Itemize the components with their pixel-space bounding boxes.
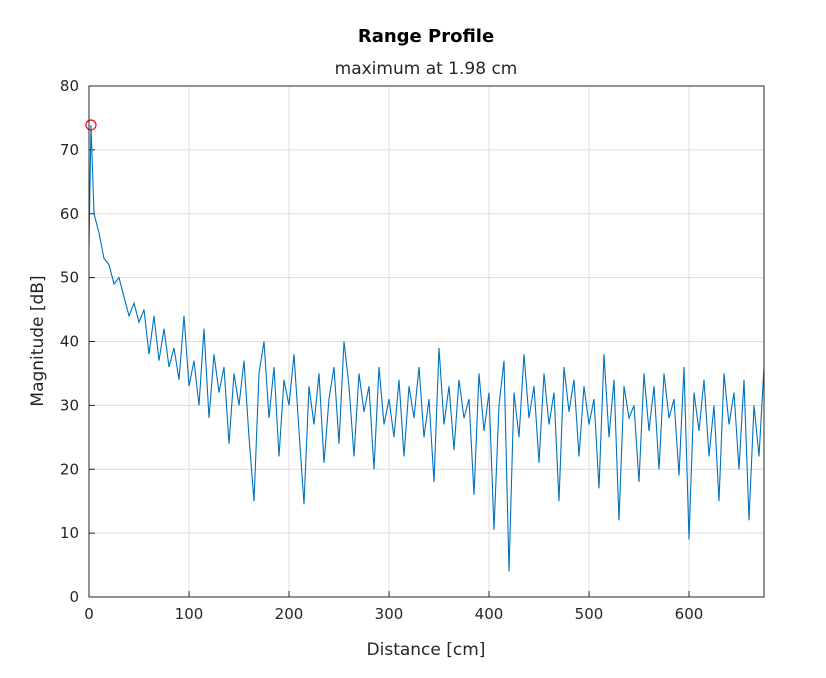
y-tick-label: 70 — [60, 141, 79, 159]
x-tick-label: 200 — [275, 605, 304, 623]
y-tick-label: 50 — [60, 269, 79, 287]
y-tick-label: 40 — [60, 333, 79, 351]
y-tick-label: 80 — [60, 77, 79, 95]
x-tick-label: 0 — [84, 605, 94, 623]
y-tick-labels: 0 10 20 30 40 50 60 70 80 — [60, 77, 79, 606]
chart-subtitle: maximum at 1.98 cm — [335, 59, 518, 79]
x-tick-label: 500 — [575, 605, 604, 623]
series-line — [88, 124, 765, 572]
chart-title: Range Profile — [358, 26, 494, 47]
y-tick-label: 10 — [60, 524, 79, 542]
y-tick-label: 0 — [69, 588, 79, 606]
y-tick-label: 20 — [60, 460, 79, 478]
x-tick-label: 300 — [375, 605, 404, 623]
maximum-marker — [85, 119, 97, 131]
x-tick-label: 600 — [675, 605, 704, 623]
x-tick-label: 100 — [175, 605, 204, 623]
grid — [88, 85, 764, 598]
x-axis-label: Distance [cm] — [367, 640, 486, 660]
y-axis-label: Magnitude [dB] — [28, 275, 48, 406]
y-tick-label: 60 — [60, 205, 79, 223]
x-tick-labels: 0 100 200 300 400 500 600 — [84, 605, 703, 623]
y-tick-label: 30 — [60, 396, 79, 414]
x-tick-label: 400 — [475, 605, 504, 623]
plot-frame — [88, 85, 765, 598]
